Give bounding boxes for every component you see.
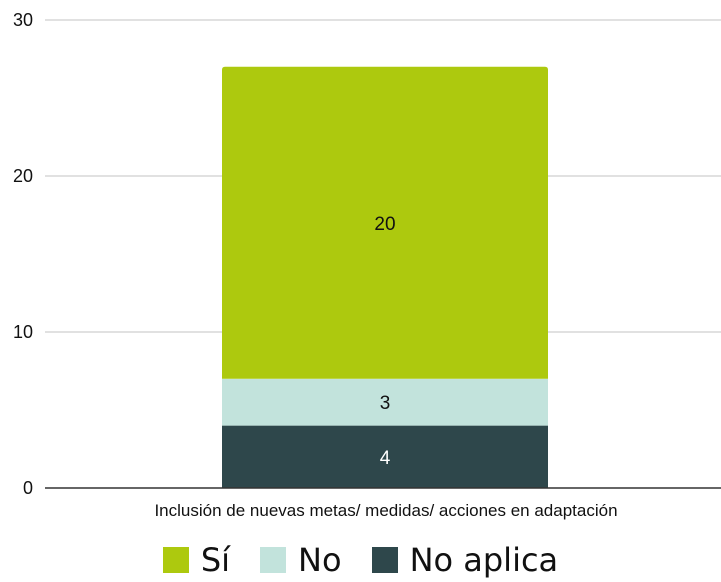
- y-tick-label: 10: [13, 322, 33, 342]
- y-tick-label: 30: [13, 10, 33, 30]
- legend-label: No: [298, 541, 342, 579]
- y-tick-label: 20: [13, 166, 33, 186]
- legend-item: No: [260, 541, 342, 579]
- legend: Sí No No aplica: [0, 540, 721, 580]
- legend-swatch: [162, 547, 189, 573]
- stacked-bar-chart: 0 10 20 30 4 3 20 Inclusión de nuevas metas/ …: [13, 10, 721, 520]
- x-axis-categories: Inclusión de nuevas metas/ medidas/ acci…: [154, 501, 617, 520]
- data-label: 4: [380, 448, 391, 469]
- x-category-label: Inclusión de nuevas metas/ medidas/ acci…: [154, 501, 617, 520]
- data-label: 20: [374, 214, 395, 235]
- y-tick-label: 0: [23, 478, 33, 498]
- legend-item: Sí: [162, 541, 231, 579]
- bar-segment-no-aplica: [222, 425, 548, 488]
- data-labels: 4 3 20: [374, 214, 395, 469]
- y-axis-ticks: 0 10 20 30: [13, 10, 33, 498]
- legend-item: No aplica: [371, 541, 559, 579]
- bar-segment-sí: [222, 66, 548, 379]
- legend-label: Sí: [200, 541, 231, 579]
- legend-swatch: [260, 547, 287, 573]
- bars: [222, 66, 548, 488]
- data-label: 3: [380, 393, 391, 414]
- legend-label: No aplica: [409, 541, 559, 579]
- legend-swatch: [371, 547, 398, 573]
- bar-segment-no: [222, 378, 548, 426]
